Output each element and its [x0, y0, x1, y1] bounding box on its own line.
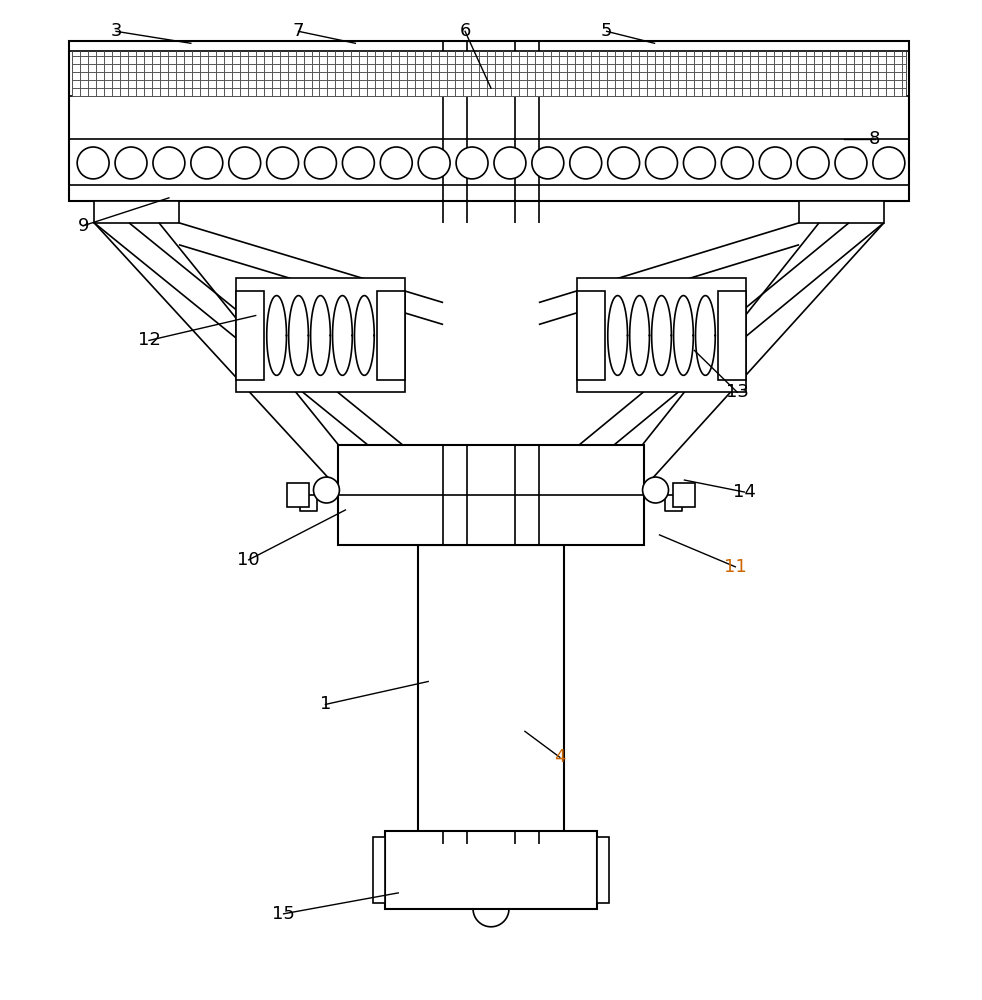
Text: 8: 8 [869, 130, 881, 148]
Text: 11: 11 [724, 558, 746, 576]
Circle shape [759, 147, 791, 179]
Circle shape [191, 147, 223, 179]
Text: 14: 14 [733, 483, 756, 501]
Circle shape [532, 147, 564, 179]
Bar [236, 278, 406, 392]
Bar [385, 831, 597, 909]
Text: 7: 7 [293, 22, 304, 40]
Text: 1: 1 [320, 695, 331, 713]
Bar [418, 545, 564, 844]
Circle shape [835, 147, 867, 179]
Circle shape [418, 147, 450, 179]
Bar [576, 291, 605, 380]
Bar [377, 291, 406, 380]
Circle shape [645, 147, 678, 179]
Circle shape [343, 147, 374, 179]
Bar [799, 201, 884, 223]
Circle shape [115, 147, 147, 179]
Circle shape [797, 147, 829, 179]
Text: 6: 6 [460, 22, 470, 40]
Text: 15: 15 [272, 905, 295, 923]
Circle shape [722, 147, 753, 179]
Circle shape [78, 147, 109, 179]
Circle shape [313, 477, 340, 503]
Bar [94, 201, 179, 223]
Bar [719, 291, 746, 380]
Circle shape [873, 147, 904, 179]
Bar [236, 291, 263, 380]
Circle shape [683, 147, 715, 179]
Bar [373, 837, 385, 903]
Circle shape [494, 147, 526, 179]
Circle shape [304, 147, 337, 179]
Circle shape [642, 477, 669, 503]
Text: 9: 9 [78, 217, 89, 235]
Circle shape [456, 147, 488, 179]
Circle shape [608, 147, 639, 179]
Text: 13: 13 [726, 383, 748, 401]
Bar [339, 445, 643, 545]
Bar [576, 278, 746, 392]
Circle shape [229, 147, 260, 179]
Circle shape [570, 147, 602, 179]
Bar [287, 483, 308, 507]
Text: 4: 4 [554, 748, 566, 766]
Circle shape [267, 147, 299, 179]
Bar [674, 483, 695, 507]
Circle shape [380, 147, 412, 179]
Text: 5: 5 [601, 22, 613, 40]
Text: 12: 12 [137, 331, 160, 349]
Bar [597, 837, 609, 903]
Bar [69, 41, 908, 201]
Bar [73, 51, 905, 96]
Circle shape [153, 147, 185, 179]
Text: 3: 3 [110, 22, 122, 40]
Text: 10: 10 [238, 551, 260, 569]
